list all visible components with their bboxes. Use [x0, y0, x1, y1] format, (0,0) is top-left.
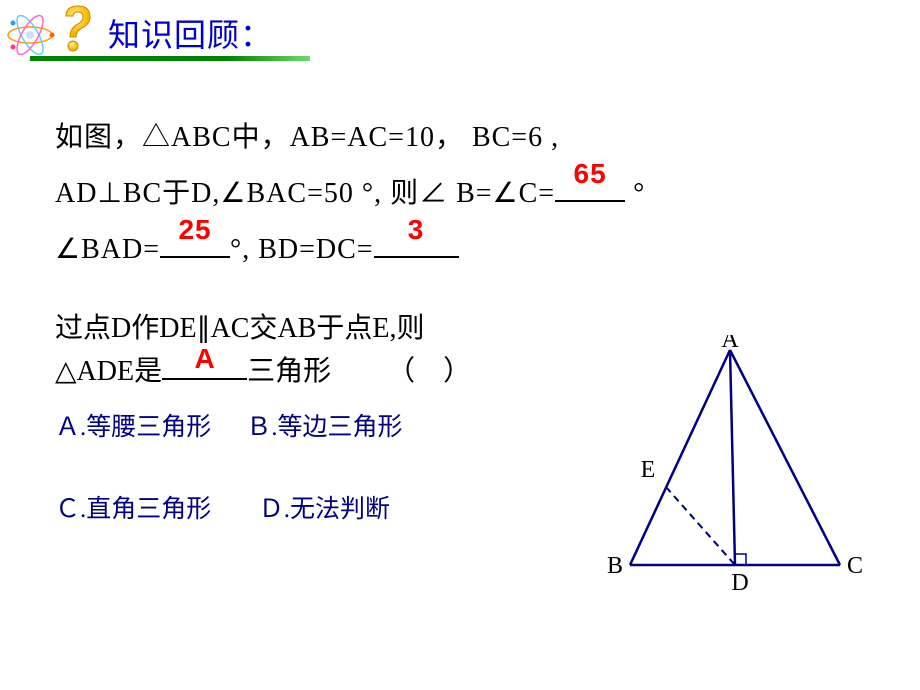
blank-angle-bad: 25	[160, 228, 230, 258]
answer-25: 25	[178, 202, 211, 258]
problem-1: 如图，△ABC中，AB=AC=10， BC=6 , AD⊥BC于D,∠BAC=5…	[55, 110, 870, 278]
slide-header: 知识回顾：	[0, 0, 920, 70]
answer-3: 3	[408, 202, 425, 258]
option-a: Ａ.等腰三角形	[55, 414, 211, 441]
vertex-a: A	[721, 335, 739, 353]
option-c: Ｃ.直角三角形	[55, 496, 211, 523]
title-underline	[30, 56, 310, 61]
answer-a: A	[194, 338, 214, 380]
question-mark-icon	[48, 0, 103, 55]
slide-title: 知识回顾：	[108, 10, 273, 56]
problem-line-1: 如图，△ABC中，AB=AC=10， BC=6 ,	[55, 110, 870, 166]
problem-line-3: ∠BAD=25°, BD=DC=3	[55, 222, 870, 278]
problem2-line-2: △ADE是A三角形 （ ）	[55, 350, 595, 393]
problem2-line-1: 过点D作DE∥AC交AB于点E,则	[55, 308, 595, 350]
vertex-b: B	[607, 553, 623, 579]
option-b: Ｂ.等边三角形	[246, 414, 402, 441]
vertex-c: C	[847, 553, 863, 579]
vertex-d: D	[731, 570, 748, 596]
triangle-diagram: A B C D E	[590, 335, 870, 605]
answer-65: 65	[574, 146, 607, 202]
blank-bd-dc: 3	[374, 228, 459, 258]
blank-angle-bc: 65	[555, 172, 625, 202]
problem-line-2: AD⊥BC于D,∠BAC=50 °, 则∠ B=∠C=65 °	[55, 166, 870, 222]
blank-triangle-type: A	[162, 350, 247, 380]
problem-2: 过点D作DE∥AC交AB于点E,则 △ADE是A三角形 （ ）	[55, 308, 595, 393]
vertex-e: E	[641, 457, 656, 483]
option-d: Ｄ.无法判断	[259, 496, 390, 523]
